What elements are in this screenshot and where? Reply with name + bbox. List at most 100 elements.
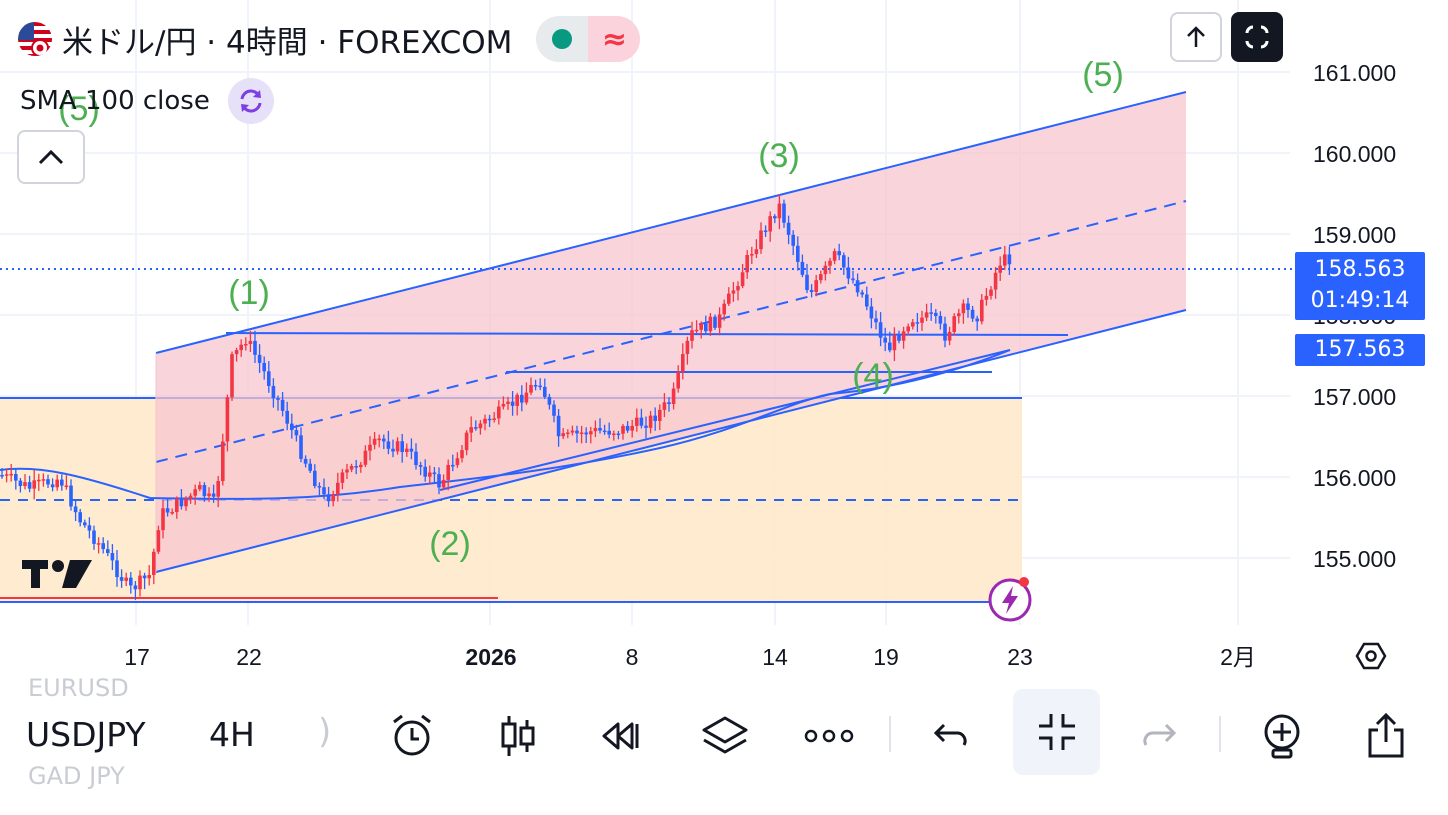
candle-body <box>906 326 910 332</box>
market-status-pill[interactable]: ≈ <box>536 16 641 62</box>
candle-body <box>441 479 446 488</box>
candle-body <box>694 329 699 332</box>
candle-body <box>372 438 377 445</box>
candle-body <box>455 458 460 466</box>
redo-button[interactable] <box>1124 700 1196 772</box>
channel-mid[interactable] <box>155 200 1187 463</box>
market-open-icon <box>552 29 573 49</box>
candle-body <box>244 343 248 346</box>
bottom-toolbar <box>0 688 1448 783</box>
next-symbol[interactable]: GAD JPY <box>28 762 125 790</box>
candle-body <box>326 494 331 502</box>
indicator-label: SMA 100 close <box>20 86 210 116</box>
candle-body <box>391 448 395 452</box>
replay-button[interactable] <box>584 700 656 772</box>
candle-body <box>170 512 174 514</box>
channel-bottom[interactable] <box>155 309 1187 573</box>
candle-body <box>713 316 717 328</box>
indicator-legend[interactable]: SMA 100 close <box>20 78 274 124</box>
refresh-icon[interactable] <box>227 78 274 124</box>
layers-icon <box>702 716 748 754</box>
collapse-legend-button[interactable] <box>17 130 85 184</box>
lightning-icon[interactable] <box>986 574 1034 622</box>
candle-body <box>547 396 552 405</box>
chart-type-button[interactable] <box>482 700 554 772</box>
candle-body <box>483 418 487 424</box>
exit-fullscreen-button[interactable] <box>1013 689 1100 775</box>
candle-body <box>207 493 211 497</box>
candle-body <box>980 299 984 322</box>
candle-body <box>970 309 975 319</box>
timeframe-button[interactable]: 4H <box>209 715 255 754</box>
candle-body <box>216 481 220 497</box>
fullscreen-button[interactable] <box>1231 12 1283 62</box>
redo-icon <box>1143 723 1177 746</box>
candle-body <box>382 438 386 442</box>
alarm-clock-button[interactable] <box>376 700 448 772</box>
candle-body <box>322 487 326 495</box>
more-button[interactable] <box>793 700 865 772</box>
tradingview-logo[interactable] <box>22 556 94 596</box>
candle-body <box>1003 254 1007 266</box>
scroll-hint: ) <box>318 712 332 752</box>
candle-body <box>957 313 961 317</box>
candle-body <box>4 474 9 476</box>
chevron-up-icon <box>38 149 64 165</box>
candle-body <box>943 323 947 341</box>
level-line-1[interactable] <box>225 332 1069 336</box>
candle-body <box>331 494 335 502</box>
candle-body <box>690 330 694 341</box>
candle-body <box>731 290 736 294</box>
candle-body <box>267 371 271 386</box>
candle-body <box>262 362 266 372</box>
candle-body <box>602 430 607 433</box>
price-tick: 159.000 <box>1313 222 1396 248</box>
candle-body <box>248 340 253 344</box>
candle-body <box>184 498 188 507</box>
candle-body <box>533 385 538 387</box>
undo-button[interactable] <box>914 700 986 772</box>
candle-body <box>612 433 616 436</box>
candle-body <box>745 255 749 273</box>
channel-top[interactable] <box>155 91 1187 354</box>
candle-body <box>234 350 239 355</box>
arrow-up-icon <box>1187 26 1205 47</box>
candle-body <box>901 331 906 341</box>
candle-body <box>101 543 105 550</box>
add-alert-button[interactable] <box>1246 700 1318 772</box>
candle-body <box>552 404 556 416</box>
candle-body <box>892 335 897 351</box>
trendline[interactable] <box>439 349 1011 491</box>
alert-price-label[interactable]: 157.563 <box>1295 334 1425 366</box>
candle-body <box>147 574 151 579</box>
share-button[interactable] <box>1350 700 1422 772</box>
candle-body <box>653 415 657 421</box>
price-tick: 156.000 <box>1313 465 1396 491</box>
candle-body <box>414 451 418 466</box>
wave-label-5-left: (5) <box>58 90 100 128</box>
candle-body <box>92 530 96 544</box>
candle-body <box>133 585 138 590</box>
time-tick: 17 <box>124 644 150 670</box>
candle-body <box>671 388 676 404</box>
candle-body <box>888 342 892 351</box>
chart-title[interactable]: 米ドル/円 · 4時間 · FOREXCOM <box>62 24 513 61</box>
candle-body <box>83 522 87 526</box>
candle-body <box>175 498 179 513</box>
fullscreen-icon <box>1243 23 1271 51</box>
candle-body <box>598 427 602 431</box>
axis-settings-icon[interactable] <box>1355 642 1387 670</box>
sma-100-line[interactable] <box>0 349 1011 500</box>
candle-body <box>464 432 469 451</box>
candle-body <box>639 417 644 426</box>
layers-button[interactable] <box>689 700 761 772</box>
symbol-button[interactable]: USDJPY <box>26 715 146 754</box>
scroll-up-button[interactable] <box>1170 12 1222 62</box>
candle-body <box>501 403 506 407</box>
candle-body <box>18 480 23 487</box>
candle-body <box>211 493 216 497</box>
prev-symbol[interactable]: EURUSD <box>28 674 129 702</box>
candle-body <box>934 312 938 317</box>
more-dots-icon <box>804 729 854 743</box>
